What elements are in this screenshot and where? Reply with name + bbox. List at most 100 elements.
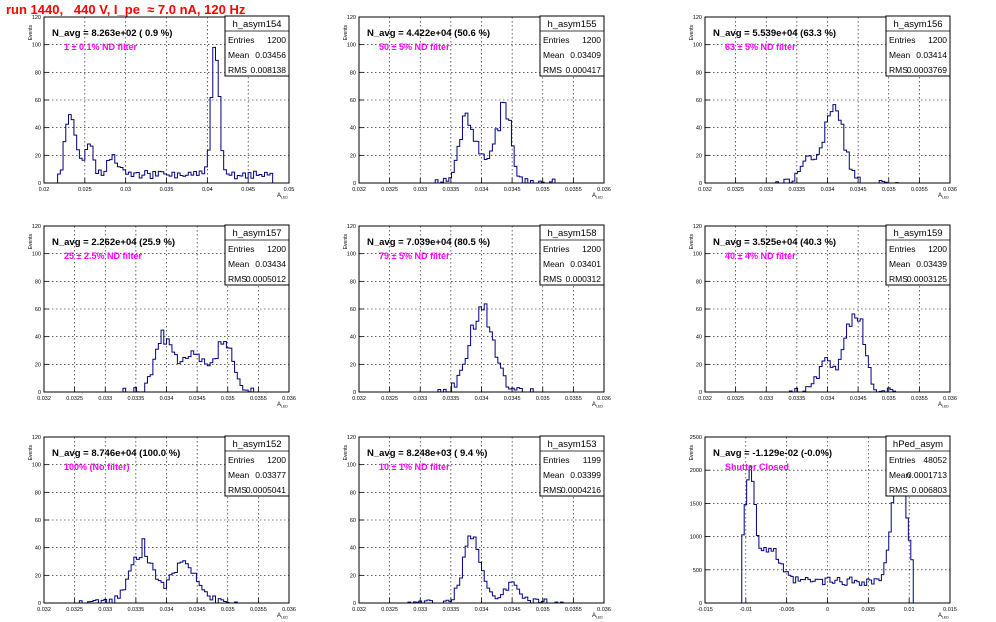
stat-value: 0.0004216 — [561, 485, 601, 495]
x-tick-label: 0.035 — [221, 607, 235, 613]
x-tick-label: 0.032 — [698, 396, 712, 402]
filter-annotation: 100% (No filter) — [64, 462, 130, 472]
y-tick-label: 0 — [38, 390, 41, 396]
x-tick-label: 0.0355 — [250, 607, 267, 613]
y-tick-label: 60 — [35, 518, 41, 524]
y-tick-label: 20 — [696, 153, 702, 159]
y-tick-label: 100 — [347, 463, 356, 469]
y-tick-label: 120 — [347, 435, 356, 441]
x-tick-label: 0.0355 — [250, 396, 267, 402]
x-tick-label: 0.0355 — [565, 607, 582, 613]
x-tick-label: 0.0335 — [442, 607, 459, 613]
stats-box — [539, 224, 605, 286]
y-tick-label: 80 — [35, 70, 41, 76]
x-tick-label: 0.005 — [861, 607, 875, 613]
stat-value: 1200 — [582, 35, 601, 45]
x-tick-label: 0.0335 — [788, 396, 805, 402]
x-tick-label: 0.0345 — [504, 607, 521, 613]
y-tick-label: 100 — [693, 252, 702, 258]
x-tick-label: 0.033 — [413, 187, 427, 193]
y-tick-label: 120 — [693, 224, 702, 230]
x-tick-label: 0.033 — [413, 396, 427, 402]
x-axis-label-subscript: LED — [596, 616, 603, 620]
x-tick-label: 0.0325 — [66, 396, 83, 402]
stat-label: RMS — [228, 65, 247, 75]
y-tick-label: 120 — [32, 435, 41, 441]
stat-value: 1200 — [582, 244, 601, 254]
histogram-line — [705, 104, 950, 184]
y-tick-label: 40 — [35, 335, 41, 341]
stat-value: 0.0003769 — [907, 65, 947, 75]
stat-value: 48052 — [923, 455, 947, 465]
stat-value: 0.0001713 — [907, 470, 947, 480]
stat-label: Entries — [543, 244, 569, 254]
x-tick-label: 0.045 — [241, 187, 255, 193]
stat-value: 0.03439 — [916, 259, 947, 269]
y-tick-label: 80 — [35, 279, 41, 285]
x-axis-label-subscript: LED — [942, 616, 949, 620]
x-tick-label: -0.005 — [779, 607, 795, 613]
x-axis-label-subscript: LED — [942, 405, 949, 409]
stat-label: RMS — [543, 65, 562, 75]
x-tick-label: 0.036 — [943, 396, 957, 402]
y-tick-label: 0 — [38, 181, 41, 187]
y-tick-label: 80 — [696, 279, 702, 285]
stat-label: Entries — [889, 455, 915, 465]
histogram-name: h_asym159 — [893, 228, 942, 239]
y-tick-label: 500 — [693, 568, 702, 574]
stat-value: 0.0003125 — [907, 274, 947, 284]
x-axis-label-subscript: LED — [281, 405, 288, 409]
x-tick-label: 0.0355 — [911, 187, 928, 193]
stat-label: RMS — [228, 274, 247, 284]
y-tick-label: 100 — [32, 463, 41, 469]
stats-box — [885, 15, 951, 77]
x-tick-label: 0.0345 — [850, 187, 867, 193]
y-axis-label: Events — [28, 445, 34, 461]
stat-value: 0.0005041 — [246, 485, 286, 495]
stat-label: Mean — [889, 470, 911, 480]
y-axis-label: Events — [689, 445, 695, 461]
x-tick-label: 0.02 — [39, 187, 50, 193]
x-tick-label: 0.015 — [943, 607, 957, 613]
x-tick-label: 0.032 — [37, 607, 51, 613]
y-tick-label: 80 — [696, 70, 702, 76]
x-tick-label: 0.034 — [475, 607, 489, 613]
stat-value: 0.03377 — [255, 470, 286, 480]
y-tick-label: 120 — [347, 224, 356, 230]
y-tick-label: 20 — [350, 362, 356, 368]
x-axis-label-subscript: LED — [281, 196, 288, 200]
stats-box — [224, 224, 290, 286]
x-axis-label: ALED — [938, 402, 949, 409]
stat-value: 0.03409 — [570, 50, 601, 60]
y-tick-label: 100 — [32, 43, 41, 49]
x-axis-label: ALED — [277, 402, 288, 409]
filter-annotation: 25 ± 2.5% ND filter — [64, 251, 142, 261]
stat-label: Mean — [543, 470, 565, 480]
x-tick-label: 0.0345 — [189, 607, 206, 613]
stats-box — [885, 435, 951, 497]
x-axis-label-subscript: LED — [942, 196, 949, 200]
y-tick-label: 60 — [350, 98, 356, 104]
n-avg-header: N_avg = -1.129e-02 (-0.0%) — [713, 448, 832, 459]
y-axis-label: Events — [343, 445, 349, 461]
y-tick-label: 60 — [696, 307, 702, 313]
x-tick-label: 0.035 — [160, 187, 174, 193]
stat-value: 0.008138 — [251, 65, 287, 75]
x-tick-label: 0.0335 — [788, 187, 805, 193]
histogram-name: h_asym158 — [547, 228, 596, 239]
x-axis-label-subscript: LED — [596, 405, 603, 409]
x-tick-label: 0.0345 — [189, 396, 206, 402]
stat-label: Entries — [889, 244, 915, 254]
y-axis-label: Events — [689, 234, 695, 250]
stat-value: 1200 — [267, 455, 286, 465]
y-tick-label: 20 — [350, 153, 356, 159]
stats-box — [885, 224, 951, 286]
n-avg-header: N_avg = 5.539e+04 (63.3 %) — [713, 28, 836, 39]
histogram-line — [705, 313, 950, 393]
y-tick-label: 20 — [35, 153, 41, 159]
y-tick-label: 80 — [35, 490, 41, 496]
stat-label: Entries — [228, 455, 254, 465]
x-tick-label: 0.036 — [282, 396, 296, 402]
x-tick-label: 0.036 — [597, 607, 611, 613]
